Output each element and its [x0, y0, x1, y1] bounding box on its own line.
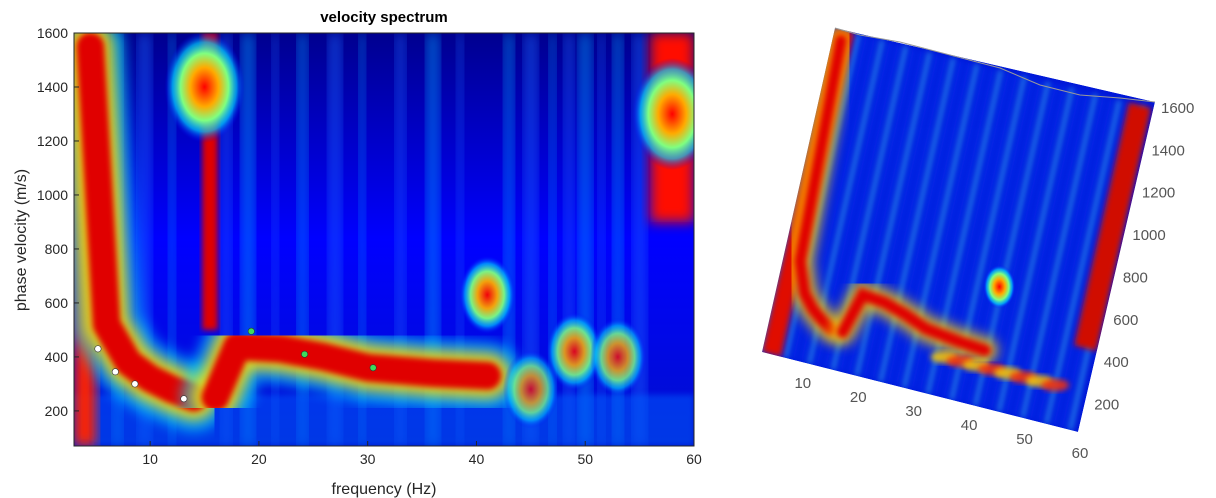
- surface-z-tick-label: 600: [1113, 312, 1138, 329]
- y-tick-label: 1000: [37, 187, 68, 203]
- y-tick-label: 1200: [37, 133, 68, 149]
- heatmap-streak: [564, 33, 574, 446]
- surface-x-tick-label: 60: [1072, 445, 1089, 462]
- surface-z-tick-label: 1400: [1151, 142, 1184, 159]
- x-tick-label: 60: [686, 451, 702, 467]
- surface-streak: [1012, 91, 1090, 417]
- heatmap-blob: [164, 33, 245, 143]
- surface-low-blob: [1041, 379, 1070, 392]
- surface-ridge: [836, 287, 992, 357]
- y-axis-label: phase velocity (m/s): [13, 169, 30, 311]
- surface-x-tick-label: 10: [794, 375, 811, 392]
- plot-frame: [73, 32, 695, 447]
- y-tick-label: 1600: [37, 25, 68, 41]
- x-tick-label: 30: [360, 451, 376, 467]
- surface-streak: [1036, 97, 1114, 423]
- surface-streak: [862, 53, 940, 379]
- heatmap-streak: [613, 33, 623, 446]
- green-pick-point: [301, 350, 309, 358]
- chart-title: velocity spectrum: [320, 9, 448, 26]
- heatmap-blob: [589, 317, 646, 397]
- x-tick-label: 50: [577, 451, 593, 467]
- surface-z-tick-label: 1000: [1132, 227, 1165, 244]
- surface-streak: [878, 57, 956, 383]
- y-tick-label: 600: [45, 295, 69, 311]
- velocity-spectrum-plot: velocity spectrum 10 20 30 40 50 60 200 400 600 8…: [13, 9, 702, 498]
- green-pick-point: [247, 327, 255, 335]
- white-pick-point: [111, 368, 119, 376]
- surface-ridge: [794, 34, 847, 336]
- surface-streak: [823, 43, 901, 369]
- heatmap-streak: [504, 33, 514, 446]
- x-tick-label: 20: [251, 451, 267, 467]
- surface-streak: [989, 85, 1067, 411]
- heatmap-blob: [546, 312, 603, 391]
- surface-streak: [1004, 89, 1082, 415]
- surface-layer: [762, 28, 1151, 431]
- surface-streak: [1020, 93, 1098, 419]
- heatmap-blob: [459, 255, 516, 335]
- x-axis-label: frequency (Hz): [332, 481, 437, 498]
- surface-x-tick-label: 30: [905, 403, 922, 420]
- surface-axis-ticks: 10 20 30 40 50 60 200 400 600 800 1000 1200 1400 1600: [794, 100, 1194, 462]
- surface-z-tick-label: 1200: [1142, 185, 1175, 202]
- y-tick-label: 800: [45, 241, 69, 257]
- heatmap-streak: [395, 33, 405, 446]
- surface-3d-plot: 10 20 30 40 50 60 200 400 600 800 1000 1200 1400 1600: [762, 27, 1194, 462]
- surface-z-tick-label: 400: [1104, 354, 1129, 371]
- ridge-core: [76, 33, 208, 412]
- y-tick-label: 400: [45, 349, 69, 365]
- axis-ticks: 10 20 30 40 50 60 200 400 600 800 1000 1200 1400 1600: [37, 25, 702, 467]
- heatmap-streak: [221, 33, 231, 446]
- heatmap-layer: [74, 33, 694, 446]
- surface-streak: [1044, 99, 1122, 425]
- surface-z-tick-label: 200: [1094, 396, 1119, 413]
- surface-right-edge: [1074, 102, 1151, 352]
- surface-streak: [870, 55, 948, 381]
- picks-layer: [94, 327, 377, 403]
- heatmap-streak: [549, 33, 556, 446]
- surface-blob: [983, 264, 1016, 309]
- y-tick-label: 1400: [37, 79, 68, 95]
- y-tick-label: 200: [45, 403, 69, 419]
- heatmap-streak: [297, 33, 307, 446]
- heatmap-streak: [598, 33, 605, 446]
- white-pick-point: [131, 380, 139, 388]
- heatmap-blob: [632, 57, 694, 170]
- surface-x-tick-label: 40: [961, 417, 978, 434]
- surface-x-tick-label: 20: [850, 389, 867, 406]
- heatmap-streak: [524, 33, 537, 446]
- heatmap-streak: [168, 33, 175, 446]
- x-tick-label: 10: [142, 451, 158, 467]
- surface-streak: [1028, 95, 1106, 421]
- white-pick-point: [180, 395, 188, 403]
- heatmap-blob: [502, 350, 559, 429]
- surface-top-edge: [834, 27, 1156, 103]
- heatmap-streak: [359, 33, 366, 446]
- ridge-core: [201, 332, 502, 412]
- surface-z-tick-label: 1600: [1161, 100, 1194, 117]
- surface-streak: [997, 87, 1074, 413]
- surface-streak: [1052, 101, 1130, 427]
- green-pick-point: [369, 364, 377, 372]
- heatmap-streak: [457, 33, 464, 446]
- surface-streak: [886, 59, 964, 385]
- x-tick-label: 40: [469, 451, 485, 467]
- heatmap-streak: [272, 33, 279, 446]
- surface-z-tick-label: 800: [1123, 269, 1148, 286]
- surface-x-tick-label: 50: [1016, 431, 1033, 448]
- white-pick-point: [94, 345, 102, 353]
- surface-streak: [854, 51, 932, 377]
